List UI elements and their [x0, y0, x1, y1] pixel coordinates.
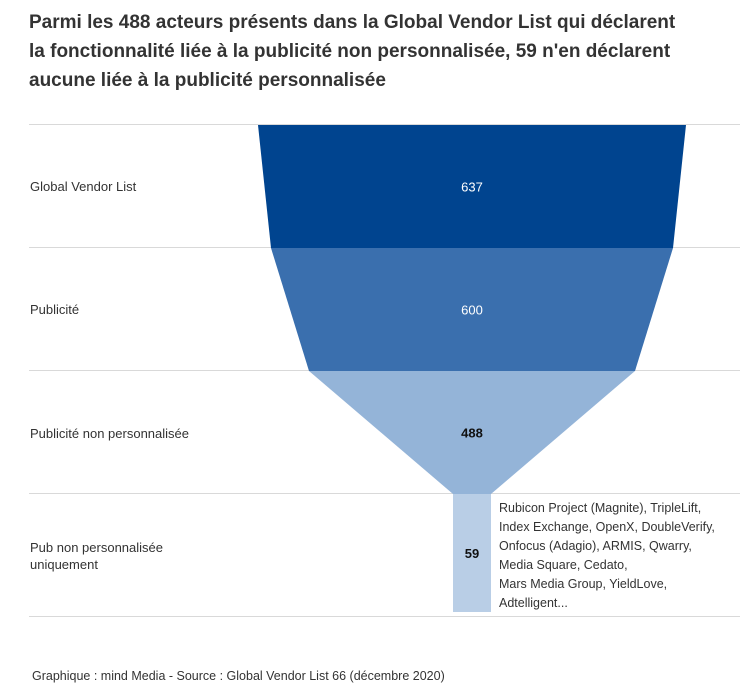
chart-title: Parmi les 488 acteurs présents dans la G…	[29, 8, 729, 95]
stage-label: Publicité	[30, 302, 80, 317]
stage-label: Global Vendor List	[30, 179, 137, 194]
funnel-segment	[309, 371, 635, 494]
title-line: aucune liée à la publicité personnalisée	[29, 70, 386, 91]
funnel-segment	[258, 125, 686, 248]
funnel-segment	[271, 248, 673, 371]
divider	[29, 124, 740, 125]
value-label: 488	[461, 426, 483, 441]
annotation-line: Rubicon Project (Magnite), TripleLift,	[499, 501, 702, 515]
annotation-line: Mars Media Group, YieldLove,	[499, 577, 668, 591]
stage-label: Pub non personnalisée uniquement	[30, 540, 163, 572]
annotation-line: Adtelligent...	[499, 596, 568, 610]
annotation: Rubicon Project (Magnite), TripleLift, I…	[499, 499, 739, 613]
stage-label: Publicité non personnalisée	[30, 426, 189, 441]
divider	[29, 493, 740, 494]
annotation-line: Index Exchange, OpenX, DoubleVerify,	[499, 520, 715, 534]
title-line: la fonctionnalité liée à la publicité no…	[29, 41, 671, 62]
annotation-line: Onfocus (Adagio), ARMIS, Qwarry,	[499, 539, 692, 553]
funnel-segment	[453, 494, 491, 612]
annotation-line: Media Square, Cedato,	[499, 558, 628, 572]
title-line: Parmi les 488 acteurs présents dans la G…	[29, 12, 676, 33]
value-label: 59	[465, 546, 479, 561]
source-note: Graphique : mind Media - Source : Global…	[32, 669, 445, 683]
value-label: 600	[461, 303, 483, 318]
divider	[29, 616, 740, 617]
value-label: 637	[461, 180, 483, 195]
